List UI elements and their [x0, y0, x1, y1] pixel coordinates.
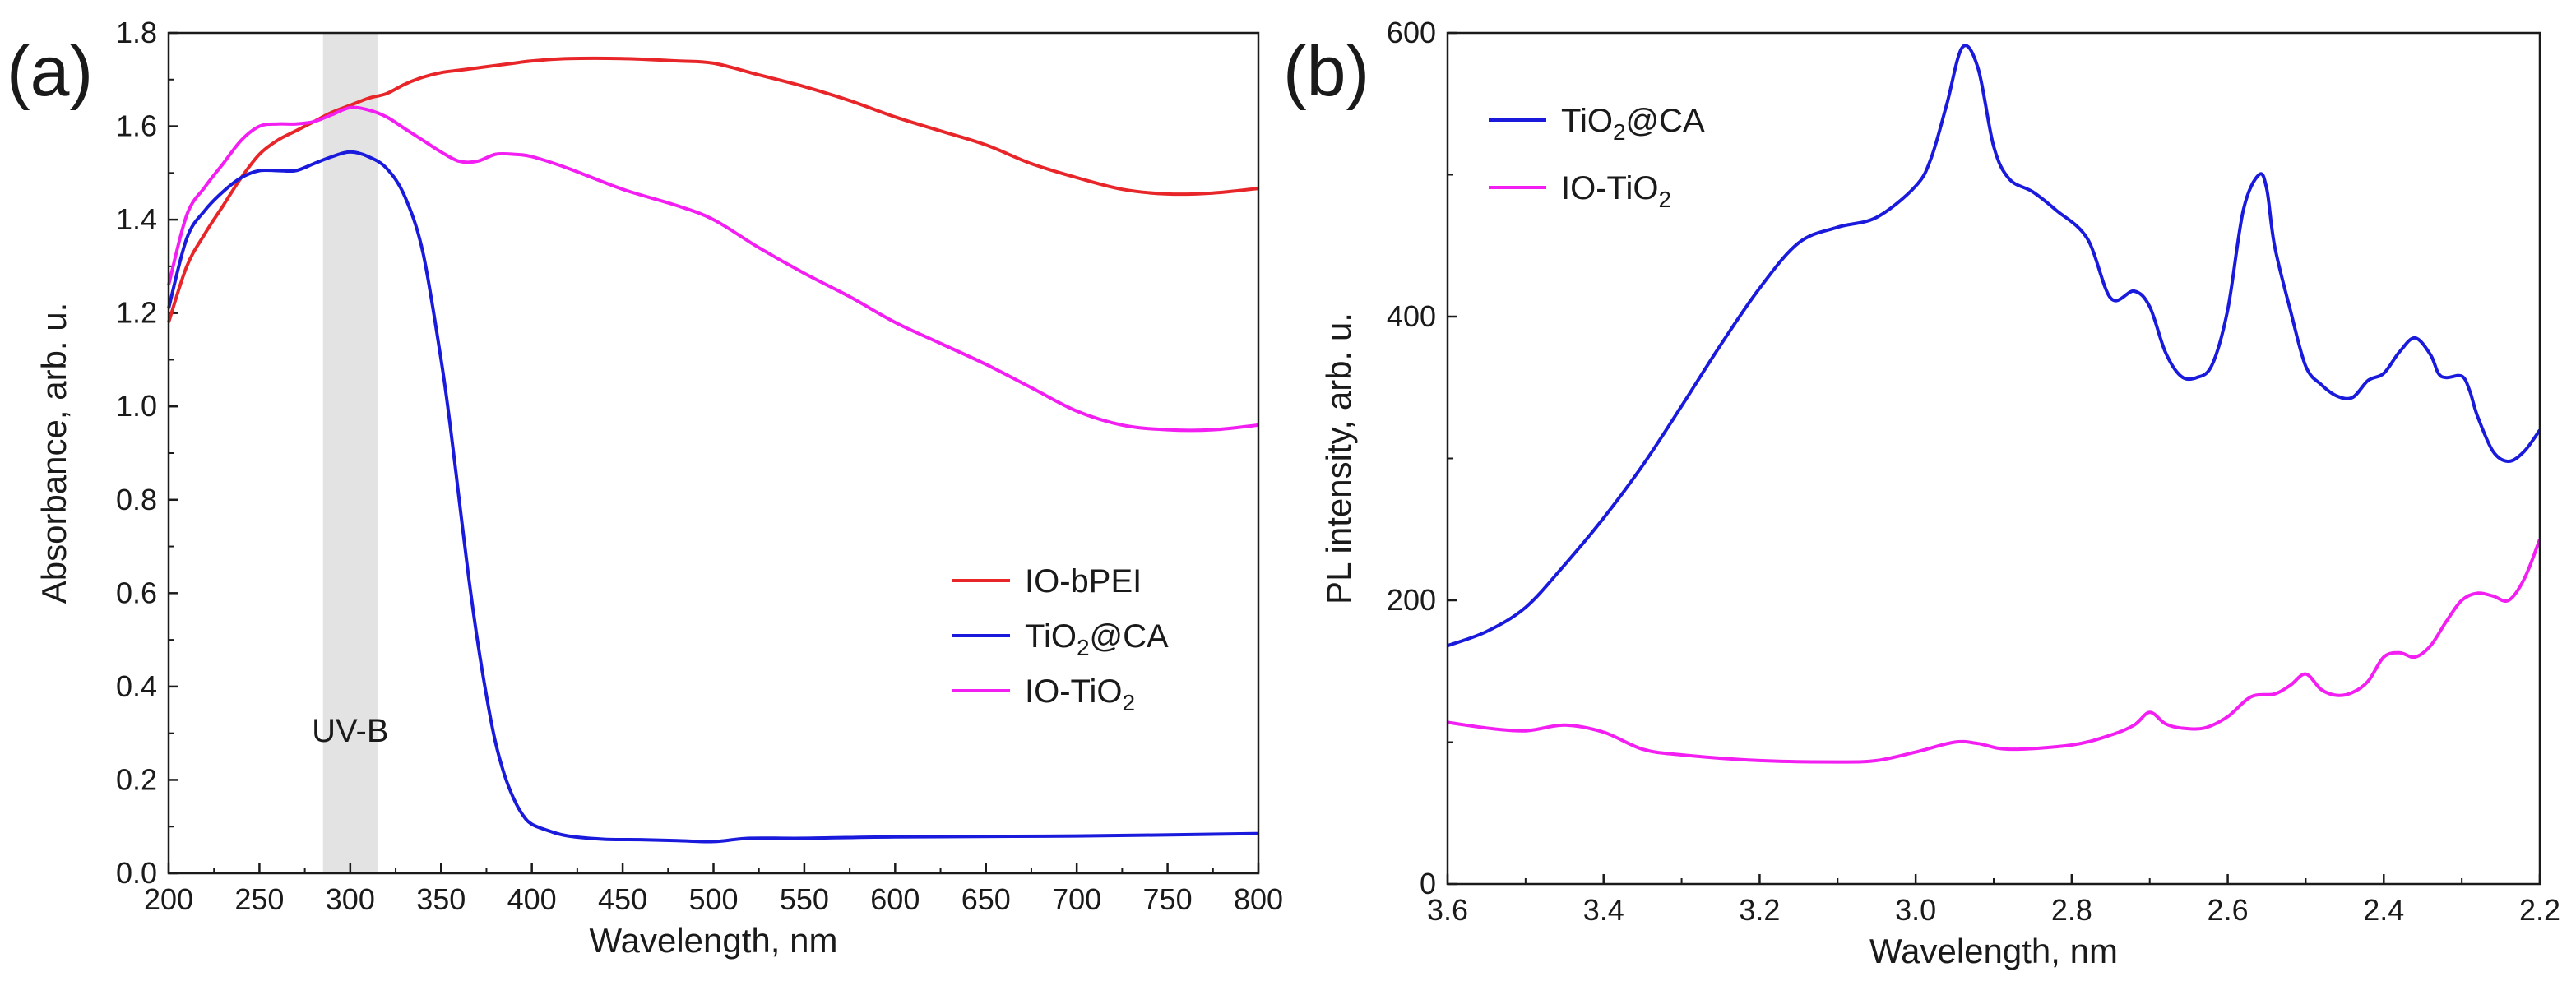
x-tick-label: 3.2: [1739, 893, 1780, 927]
y-tick-label: 600: [1387, 16, 1436, 49]
x-tick-label: 750: [1143, 882, 1193, 916]
series-line-tio2-ca: [167, 150, 1259, 844]
legend-label: TiO2@CA: [1025, 618, 1169, 660]
x-tick-label: 3.6: [1427, 893, 1468, 927]
x-tick-label: 650: [961, 882, 1011, 916]
y-tick-label: 0.2: [116, 762, 157, 796]
panel-b-legend: TiO2@CA IO-TiO2: [1489, 103, 1705, 212]
x-tick-label: 2.2: [2519, 893, 2560, 927]
x-tick-label: 800: [1234, 882, 1283, 916]
x-tick-label: 350: [416, 882, 466, 916]
series-line-tio2-ca: [1447, 44, 2541, 648]
legend-label: IO-bPEI: [1025, 563, 1142, 599]
y-tick-label: 1.0: [116, 389, 157, 423]
y-tick-label: 200: [1387, 583, 1436, 617]
panel-b-label: (b): [1283, 32, 1369, 111]
y-tick-label: 0.4: [116, 669, 157, 703]
x-tick-label: 450: [598, 882, 647, 916]
panel-b-ticks: 3.6 3.4 3.2 3.0 2.8 2.6 2.4 2.2 0 200 400 600: [1387, 16, 2560, 927]
legend-label: TiO2@CA: [1561, 103, 1705, 145]
y-tick-label: 0: [1420, 867, 1436, 900]
y-tick-label: 1.2: [116, 296, 157, 330]
panel-a-chart: 200 250 300 350 400 450 500 550 600 650 700 750 800 0…: [7, 16, 1283, 960]
x-tick-label: 3.4: [1583, 893, 1624, 927]
panel-a-y-axis-title: Absorbance, arb. u.: [35, 303, 73, 604]
y-tick-label: 1.4: [116, 202, 157, 236]
legend-label: IO-TiO2: [1561, 170, 1671, 212]
y-tick-label: 400: [1387, 299, 1436, 333]
x-tick-label: 3.0: [1895, 893, 1936, 927]
x-tick-label: 2.6: [2208, 893, 2249, 927]
panel-b-x-axis-title: Wavelength, nm: [1869, 932, 2118, 970]
panel-b-frame: [1446, 31, 2541, 886]
x-tick-label: 400: [507, 882, 557, 916]
x-tick-label: 2.4: [2363, 893, 2404, 927]
panel-b-chart: 3.6 3.4 3.2 3.0 2.8 2.6 2.4 2.2 0 200 400 600 Wavel…: [1283, 16, 2560, 970]
x-tick-label: 600: [870, 882, 920, 916]
x-tick-label: 2.8: [2051, 893, 2092, 927]
x-tick-label: 250: [234, 882, 284, 916]
panel-a-x-axis-title: Wavelength, nm: [590, 921, 838, 960]
panel-a-series: [167, 56, 1259, 844]
panel-a-ticks: 200 250 300 350 400 450 500 550 600 650 700 750 800 0…: [116, 16, 1283, 916]
uvb-band-label: UV-B: [312, 713, 388, 749]
series-line-io-bpei: [167, 56, 1259, 323]
panel-a-frame: [167, 31, 1260, 875]
y-tick-label: 0.8: [116, 483, 157, 516]
series-line-io-tio2: [1447, 539, 2541, 764]
x-tick-label: 700: [1052, 882, 1101, 916]
panel-a-label: (a): [7, 32, 93, 111]
x-tick-label: 500: [688, 882, 738, 916]
panel-b-series: [1447, 44, 2541, 764]
legend-label: IO-TiO2: [1025, 673, 1135, 715]
panel-b-y-axis-title: PL intensity, arb. u.: [1319, 312, 1358, 604]
x-tick-label: 550: [780, 882, 829, 916]
x-tick-label: 300: [326, 882, 375, 916]
series-line-io-tio2: [167, 105, 1259, 433]
y-tick-label: 1.6: [116, 109, 157, 143]
y-tick-label: 0.6: [116, 576, 157, 609]
y-tick-label: 1.8: [116, 16, 157, 49]
x-tick-label: 200: [144, 882, 193, 916]
uvb-band: [322, 33, 378, 873]
panel-a-legend: IO-bPEI TiO2@CA IO-TiO2: [952, 563, 1169, 715]
y-tick-label: 0.0: [116, 856, 157, 890]
